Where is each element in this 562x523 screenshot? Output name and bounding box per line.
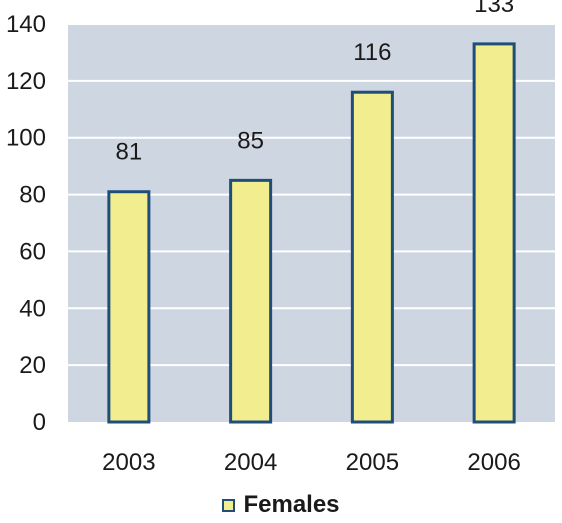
y-tick-label: 120: [6, 68, 46, 95]
y-tick-label: 80: [19, 182, 46, 209]
x-tick-label-2005: 2005: [346, 449, 399, 476]
y-tick-label: 60: [19, 238, 46, 265]
bar-2004: [229, 178, 273, 424]
y-tick-label: 20: [19, 352, 46, 379]
y-tick-label: 40: [19, 295, 46, 322]
x-tick-label-2006: 2006: [467, 449, 520, 476]
data-label-2003: 81: [116, 139, 143, 166]
y-tick-label: 100: [6, 125, 46, 152]
data-label-2005: 116: [353, 39, 391, 66]
bar-2005: [350, 90, 394, 424]
bar-2003: [107, 190, 151, 424]
x-tick-label-2004: 2004: [224, 449, 277, 476]
y-axis-tick-labels: 0 20 40 60 80 100 120 140: [6, 11, 46, 436]
y-tick-label: 140: [6, 11, 46, 38]
data-label-2006: 133: [474, 0, 514, 18]
legend-swatch: [222, 498, 236, 512]
x-tick-label-2003: 2003: [102, 449, 155, 476]
data-labels: 81 85 116 133: [116, 0, 515, 166]
bar-2006: [472, 42, 516, 424]
legend-label-females: Females: [243, 491, 340, 518]
x-axis-tick-labels: 2003 2004 2005 2006: [102, 449, 521, 476]
data-label-2004: 85: [237, 127, 264, 154]
legend: Females: [0, 488, 562, 522]
bars: [107, 42, 516, 424]
y-tick-label: 0: [33, 409, 46, 436]
